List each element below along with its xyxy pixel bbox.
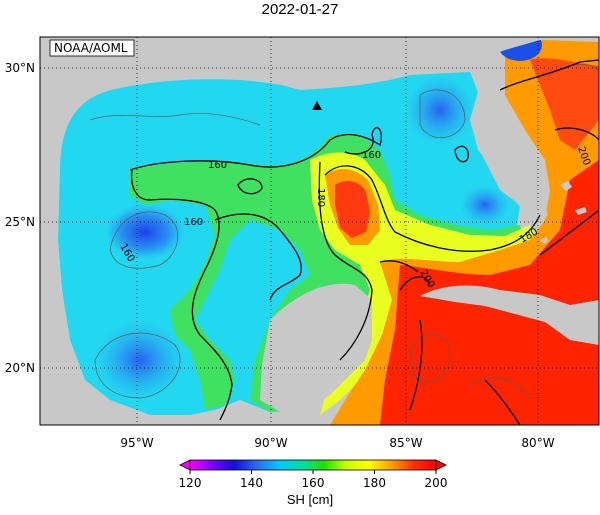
gulf-water: [58, 70, 520, 415]
colorbar-gradient: [189, 459, 437, 471]
florida-land: [410, 60, 548, 222]
green-band: [130, 135, 525, 412]
credit-box: [49, 39, 135, 57]
blue-low-west: [105, 204, 185, 260]
colorbar-tick-label: 140: [240, 476, 263, 490]
lat-label: 20°N: [5, 361, 35, 375]
lat-label: 30°N: [5, 61, 35, 75]
contour-label: 160: [362, 150, 381, 161]
contour-180: [318, 161, 373, 361]
colorbar-min-arrow: [179, 459, 191, 471]
thick-contours: [129, 59, 599, 425]
contour-160-main: [129, 126, 382, 171]
blue-low-florida: [460, 185, 510, 225]
map-frame: [39, 36, 600, 426]
colorbar-tick-label: 180: [363, 476, 386, 490]
colorbar-title: SH [cm]: [286, 492, 334, 507]
bahamas-land: [540, 181, 587, 244]
lon-label: 85°W: [389, 436, 422, 450]
station-marker-icon: [312, 101, 322, 110]
yucatan-land: [260, 283, 372, 412]
colorbar-max-arrow: [435, 459, 447, 471]
central-america-land: [40, 37, 230, 425]
thin-contours: [89, 63, 599, 401]
lon-label: 80°W: [521, 436, 554, 450]
contour-200: [399, 276, 431, 291]
map-title: 2022-01-27: [261, 1, 339, 18]
blue-low-northeast: [405, 75, 475, 145]
red-loop-eddy: [335, 180, 370, 238]
us-coast-land: [40, 37, 599, 120]
red-atlantic-north: [530, 58, 599, 150]
colorbar-tick-label: 160: [302, 476, 325, 490]
graticule: [40, 37, 599, 425]
contour-label: 160: [208, 160, 227, 171]
cuba-land: [420, 285, 599, 345]
lon-label: 95°W: [120, 436, 153, 450]
contour-label: 160: [184, 217, 203, 228]
credit-label: NOAA/AOML: [54, 41, 128, 55]
colorbar-tick-label: 200: [425, 476, 448, 490]
colorbar-tick-label: 120: [179, 476, 202, 490]
contour-160-loop: [237, 178, 263, 195]
blue-low-southwest: [95, 320, 185, 400]
colorbar: 120 140 160 180 200: [179, 459, 448, 490]
lat-label: 25°N: [5, 215, 35, 229]
contour-label: 180: [315, 188, 326, 207]
lon-label: 90°W: [254, 436, 287, 450]
